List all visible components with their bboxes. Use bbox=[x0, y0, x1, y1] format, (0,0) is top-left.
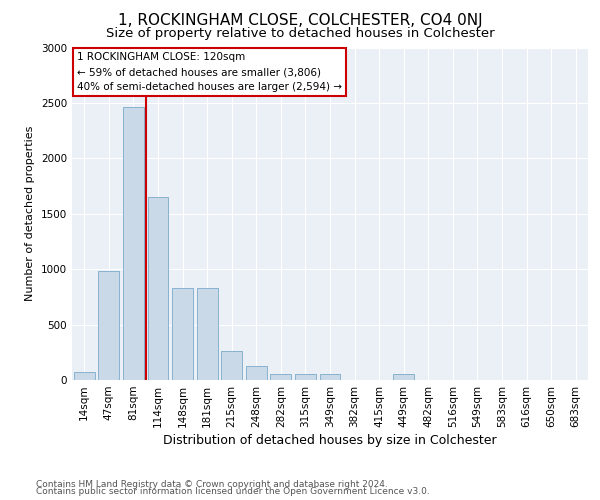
Bar bbox=[123, 108, 144, 380]
Text: Size of property relative to detached houses in Colchester: Size of property relative to detached ho… bbox=[106, 28, 494, 40]
Bar bbox=[148, 197, 169, 380]
Bar bbox=[246, 366, 267, 380]
X-axis label: Distribution of detached houses by size in Colchester: Distribution of detached houses by size … bbox=[163, 434, 497, 447]
Bar bbox=[221, 351, 242, 380]
Text: 1 ROCKINGHAM CLOSE: 120sqm
← 59% of detached houses are smaller (3,806)
40% of s: 1 ROCKINGHAM CLOSE: 120sqm ← 59% of deta… bbox=[77, 52, 342, 92]
Bar bbox=[295, 374, 316, 380]
Bar bbox=[98, 272, 119, 380]
Bar bbox=[172, 288, 193, 380]
Bar bbox=[74, 372, 95, 380]
Y-axis label: Number of detached properties: Number of detached properties bbox=[25, 126, 35, 302]
Text: Contains HM Land Registry data © Crown copyright and database right 2024.: Contains HM Land Registry data © Crown c… bbox=[36, 480, 388, 489]
Bar bbox=[320, 374, 340, 380]
Text: 1, ROCKINGHAM CLOSE, COLCHESTER, CO4 0NJ: 1, ROCKINGHAM CLOSE, COLCHESTER, CO4 0NJ bbox=[118, 12, 482, 28]
Bar bbox=[393, 374, 414, 380]
Bar bbox=[271, 374, 292, 380]
Bar bbox=[197, 288, 218, 380]
Text: Contains public sector information licensed under the Open Government Licence v3: Contains public sector information licen… bbox=[36, 487, 430, 496]
